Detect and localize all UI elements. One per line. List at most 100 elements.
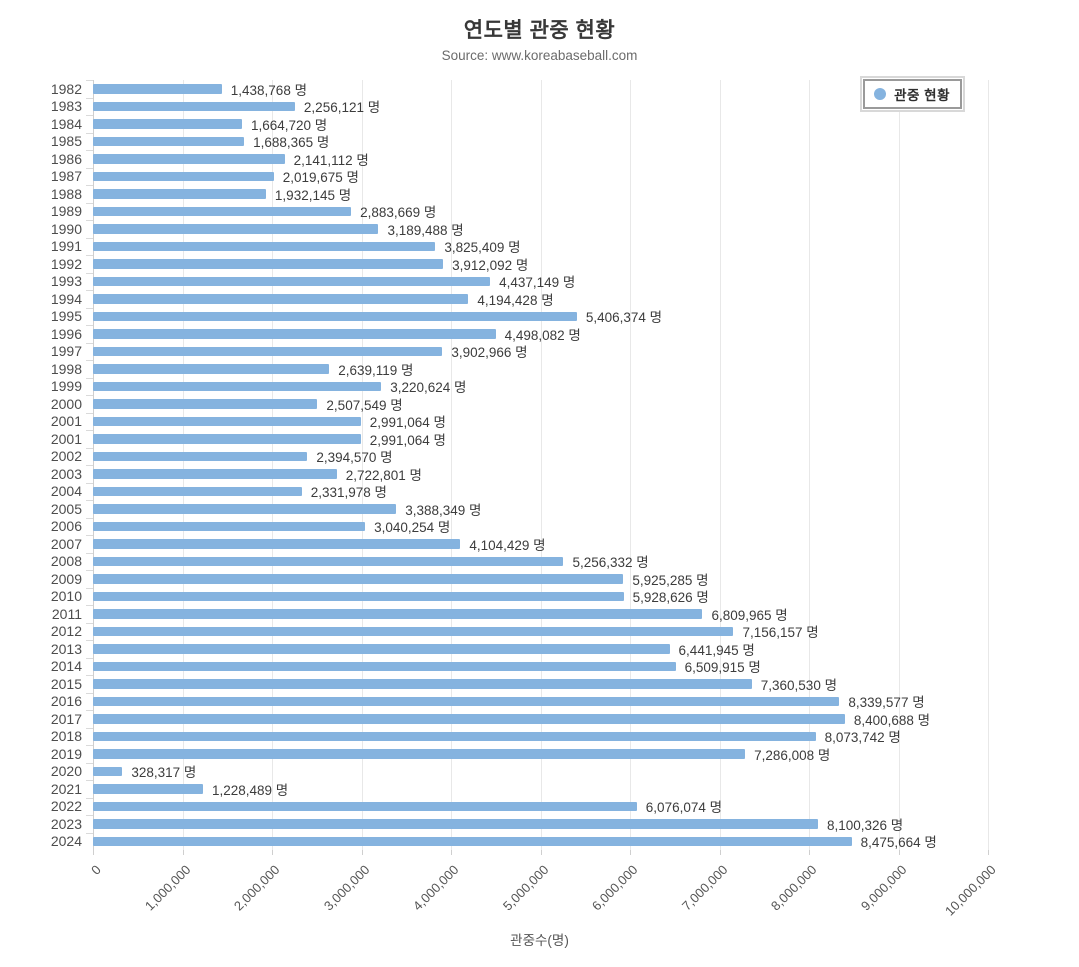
bar[interactable] [93,539,461,549]
bar[interactable] [93,136,245,146]
bar-value-label: 2,141,112 명 [293,152,369,168]
bar[interactable] [93,644,670,654]
chart-row: 1986 2,141,112 명 [51,150,988,168]
y-tick-mark [86,587,93,589]
bar[interactable] [93,574,624,584]
chart-row: 1999 3,220,624 명 [51,377,988,396]
chart-row: 1987 2,019,675 명 [51,167,988,186]
bar[interactable] [93,819,818,829]
bar[interactable] [93,731,816,741]
y-tick-mark [86,570,93,571]
bar[interactable] [93,766,123,776]
bar[interactable] [93,346,443,356]
y-tick-mark [86,780,93,781]
bar[interactable] [93,836,852,846]
bar[interactable] [93,556,564,566]
bar-value-label: 2,991,064 명 [369,432,446,448]
bar[interactable] [93,294,469,304]
bar[interactable] [93,84,222,94]
bar-value-label: 5,256,332 명 [572,555,649,571]
chart-row: 2024 8,475,664 명 [51,832,988,850]
bar[interactable] [93,224,379,234]
bar[interactable] [93,801,637,811]
y-tick-mark [86,185,93,186]
y-tick-mark [86,482,93,484]
bar[interactable] [93,171,274,181]
bar-value-label: 6,441,945 명 [678,642,755,658]
bar[interactable] [93,591,624,601]
bar-value-label: 7,156,157 명 [742,625,819,641]
y-tick-mark [86,832,93,834]
y-tick-mark [86,727,93,729]
bar[interactable] [93,521,366,531]
x-tick-mark [182,850,184,855]
bar[interactable] [93,504,397,514]
bar[interactable] [93,329,496,339]
bar[interactable] [93,276,491,286]
bar-value-label: 3,189,488 명 [387,222,464,238]
bar-value-label: 1,688,365 명 [253,135,330,151]
bar[interactable] [93,784,203,794]
bar[interactable] [93,434,361,444]
bar[interactable] [93,609,703,619]
y-tick-mark [86,290,93,291]
bar[interactable] [93,259,444,269]
y-tick-mark [86,447,93,449]
x-tick-label: 7,000,000 [678,862,731,914]
y-axis-category-label: 1993 [50,273,82,290]
bar[interactable] [93,486,302,496]
legend[interactable]: 관중 현황 [860,76,965,112]
bar[interactable] [93,101,295,111]
chart-row: 1989 2,883,669 명 [51,202,988,220]
x-tick-label: 3,000,000 [320,862,373,914]
chart-row: 1982 1,438,768 명 [51,80,988,98]
x-tick-label: 9,000,000 [857,862,910,914]
bar-value-label: 2,256,121 명 [303,100,381,116]
y-axis-category-label: 1996 [50,325,82,342]
bar[interactable] [93,119,242,129]
bar[interactable] [93,311,577,321]
y-axis-category-label: 2002 [50,448,82,465]
bar[interactable] [93,714,845,724]
y-tick-mark [86,237,93,239]
gridline [272,80,273,850]
y-axis-category-label: 1999 [50,378,82,395]
bar[interactable] [93,364,330,374]
bar[interactable] [93,661,676,671]
y-tick-mark [86,500,93,501]
x-tick-label: 1,000,000 [141,862,194,914]
bar[interactable] [93,679,752,689]
bar[interactable] [93,381,382,391]
bar-value-label: 3,825,409 명 [444,240,521,256]
bar[interactable] [93,206,352,216]
bar-value-label: 3,912,092 명 [452,257,529,273]
bar-value-label: 3,220,624 명 [390,380,467,396]
chart-row: 1998 2,639,119 명 [51,360,988,378]
y-axis-category-label: 2021 [50,780,82,797]
y-axis-category-label: 2022 [50,798,82,815]
gridline [630,80,631,850]
chart-row: 1991 3,825,409 명 [51,237,988,256]
bar[interactable] [93,469,337,479]
bar-value-label: 1,228,489 명 [211,782,289,798]
bar[interactable] [93,696,840,706]
bar-value-label: 2,394,570 명 [316,450,393,466]
bar[interactable] [93,626,734,636]
bar[interactable] [93,189,266,199]
x-tick-mark [719,850,721,855]
y-axis-category-label: 1991 [50,238,82,255]
chart-row: 2016 8,339,577 명 [51,692,988,710]
bar[interactable] [93,451,308,461]
y-tick-mark [86,307,93,309]
bar[interactable] [93,399,318,409]
y-axis-category-label: 2019 [50,745,82,762]
bar-value-label: 7,286,008 명 [754,747,831,763]
x-tick-mark [272,850,273,855]
y-tick-mark [86,517,93,519]
bar-value-label: 2,019,675 명 [282,170,359,186]
bar[interactable] [93,154,285,164]
bar[interactable] [93,416,361,426]
bar[interactable] [93,749,746,759]
chart-title: 연도별 관중 현황 [463,19,616,42]
bar[interactable] [93,241,436,251]
